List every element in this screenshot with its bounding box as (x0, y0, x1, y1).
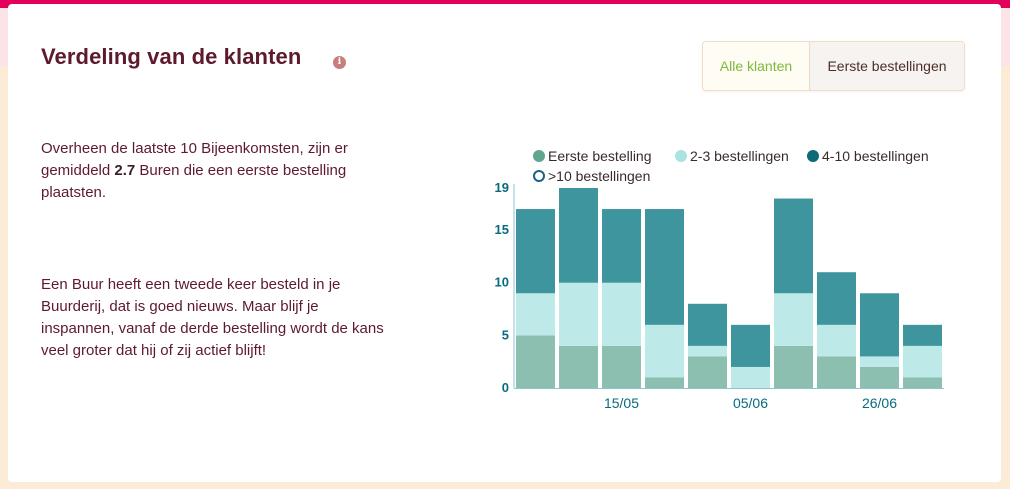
legend-ring-icon (533, 170, 545, 182)
legend-label: 4-10 bestellingen (822, 148, 929, 164)
bar-segment-4-10-bestellingen[interactable] (817, 272, 856, 325)
bar-segment-2-3-bestellingen[interactable] (688, 345, 727, 357)
average-first-order-text: Overheen de laatste 10 Bijeenkomsten, zi… (41, 138, 386, 204)
legend-dot-icon (675, 150, 687, 162)
filter-all-customers-button[interactable]: Alle klanten (703, 42, 810, 90)
bar-segment-2-3-bestellingen[interactable] (645, 324, 684, 378)
bar-segment-2-3-bestellingen[interactable] (602, 282, 641, 346)
bar-segment-4-10-bestellingen[interactable] (860, 293, 899, 357)
x-tick-label: 05/06 (733, 395, 768, 411)
bar-segment-2-3-bestellingen[interactable] (731, 366, 770, 388)
bar-segment-2-3-bestellingen[interactable] (903, 345, 942, 378)
y-tick-label: 19 (495, 180, 509, 195)
bar-segment-2-3-bestellingen[interactable] (817, 324, 856, 357)
average-text-part2: Buren die een eerste bestelling plaatste… (41, 162, 347, 201)
legend-label: 2-3 bestellingen (690, 148, 789, 164)
legend-label: >10 bestellingen (548, 168, 651, 184)
bar-segment-4-10-bestellingen[interactable] (903, 324, 942, 346)
bar-segment-eerste-bestelling[interactable] (645, 377, 684, 388)
bar-segment-4-10-bestellingen[interactable] (516, 209, 555, 294)
bar-segment-eerste-bestelling[interactable] (688, 356, 727, 388)
bar-segment-2-3-bestellingen[interactable] (559, 282, 598, 346)
average-value: 2.7 (114, 162, 136, 179)
bar-segment-4-10-bestellingen[interactable] (645, 209, 684, 325)
bar-segment-4-10-bestellingen[interactable] (774, 198, 813, 294)
legend-item-2-3[interactable]: 2-3 bestellingen (675, 148, 789, 164)
customer-filter: Alle klanten Eerste bestellingen (702, 41, 965, 91)
second-order-text: Een Buur heeft een tweede keer besteld i… (41, 276, 384, 359)
legend-item-10plus[interactable]: >10 bestellingen (533, 168, 650, 184)
bar-segment-eerste-bestelling[interactable] (774, 345, 813, 388)
legend-item-eerste[interactable]: Eerste bestelling (533, 148, 652, 164)
legend-item-4-10[interactable]: 4-10 bestellingen (807, 148, 929, 164)
legend-dot-icon (533, 150, 545, 162)
bar-segment-eerste-bestelling[interactable] (817, 356, 856, 388)
info-icon[interactable]: i (333, 56, 346, 69)
filter-first-orders-button[interactable]: Eerste bestellingen (810, 42, 964, 90)
bar-segment-eerste-bestelling[interactable] (516, 335, 555, 388)
legend-label: Eerste bestelling (548, 148, 652, 164)
x-tick-label: 26/06 (862, 395, 897, 411)
average-text-part1: Overheen de laatste 10 Bijeenkomsten, zi… (41, 140, 348, 179)
bar-segment-4-10-bestellingen[interactable] (731, 324, 770, 367)
bar-segment-2-3-bestellingen[interactable] (516, 293, 555, 336)
bar-segment-eerste-bestelling[interactable] (860, 366, 899, 388)
bar-segment-4-10-bestellingen[interactable] (688, 303, 727, 346)
page-title: Verdeling van de klanten (41, 44, 302, 69)
y-tick-label: 0 (502, 380, 509, 395)
bar-segment-4-10-bestellingen[interactable] (559, 188, 598, 283)
bar-segment-2-3-bestellingen[interactable] (774, 293, 813, 346)
distribution-card: Verdeling van de klanten i Alle klanten … (8, 4, 1001, 482)
bar-segment-eerste-bestelling[interactable] (602, 345, 641, 388)
bar-segment-2-3-bestellingen[interactable] (860, 356, 899, 367)
bar-segment-eerste-bestelling[interactable] (559, 345, 598, 388)
bar-segment-4-10-bestellingen[interactable] (602, 209, 641, 283)
y-tick-label: 5 (502, 327, 509, 342)
stacked-bar-chart: 0 5 10 15 19 15/05 05/06 26/06 (495, 180, 944, 411)
bar-segment-eerste-bestelling[interactable] (903, 377, 942, 388)
x-tick-label: 15/05 (604, 395, 639, 411)
legend-dot-icon (807, 150, 819, 162)
y-tick-label: 10 (495, 275, 509, 290)
y-tick-label: 15 (495, 222, 509, 237)
